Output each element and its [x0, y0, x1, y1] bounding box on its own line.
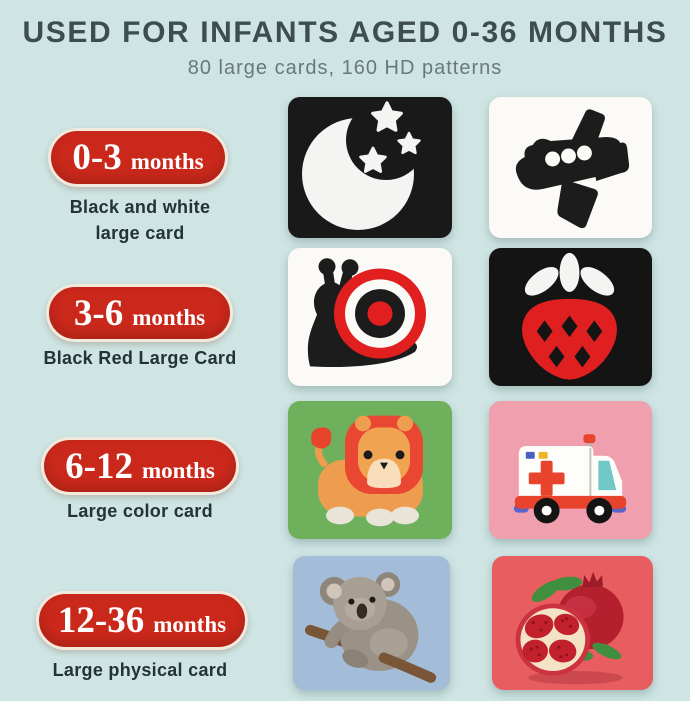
age-badge-3-6: 3-6 months	[46, 284, 233, 342]
lion-icon	[311, 415, 423, 527]
age-description: Large physical card	[10, 657, 270, 683]
strawberry-icon	[522, 252, 617, 380]
age-description: Large color card	[20, 498, 260, 524]
card-strawberry	[489, 248, 652, 386]
card-airplane	[489, 97, 652, 238]
card-koala	[293, 556, 450, 690]
ambulance-icon	[513, 434, 627, 524]
airplane-icon	[515, 109, 630, 229]
koala-icon	[304, 572, 437, 683]
card-lion	[288, 401, 452, 539]
age-range-label: 0-3	[72, 137, 122, 178]
pomegranate-icon	[515, 572, 624, 685]
age-range-label: 12-36	[57, 600, 145, 641]
age-badge-0-3: 0-3 months	[48, 128, 228, 187]
age-range-label: 3-6	[73, 293, 124, 334]
card-ambulance	[489, 401, 652, 539]
age-unit-label: months	[141, 458, 215, 483]
age-description: Black Red Large Card	[10, 345, 270, 371]
age-range-label: 6-12	[65, 446, 133, 487]
age-badge-6-12: 6-12 months	[41, 437, 239, 495]
moon-and-stars-icon	[302, 97, 426, 230]
age-description-line: Black Red Large Card	[43, 348, 237, 368]
page-subtitle: 80 large cards, 160 HD patterns	[187, 57, 503, 79]
age-unit-label: months	[153, 612, 227, 637]
age-badge-12-36: 12-36 months	[36, 591, 248, 650]
age-unit-label: months	[132, 305, 206, 330]
card-snail	[288, 248, 452, 386]
age-description-line: Large color card	[67, 501, 213, 521]
age-unit-label: months	[130, 149, 204, 174]
age-description-line: large card	[95, 223, 185, 243]
card-moon-stars	[288, 97, 452, 238]
snail-icon	[307, 258, 426, 368]
page-title: USED FOR INFANTS AGED 0-36 MONTHS	[22, 16, 668, 49]
card-pomegranate	[492, 556, 653, 690]
age-description: Black and white large card	[20, 194, 260, 246]
age-description-line: Large physical card	[52, 660, 228, 680]
age-description-line: Black and white	[69, 197, 211, 217]
